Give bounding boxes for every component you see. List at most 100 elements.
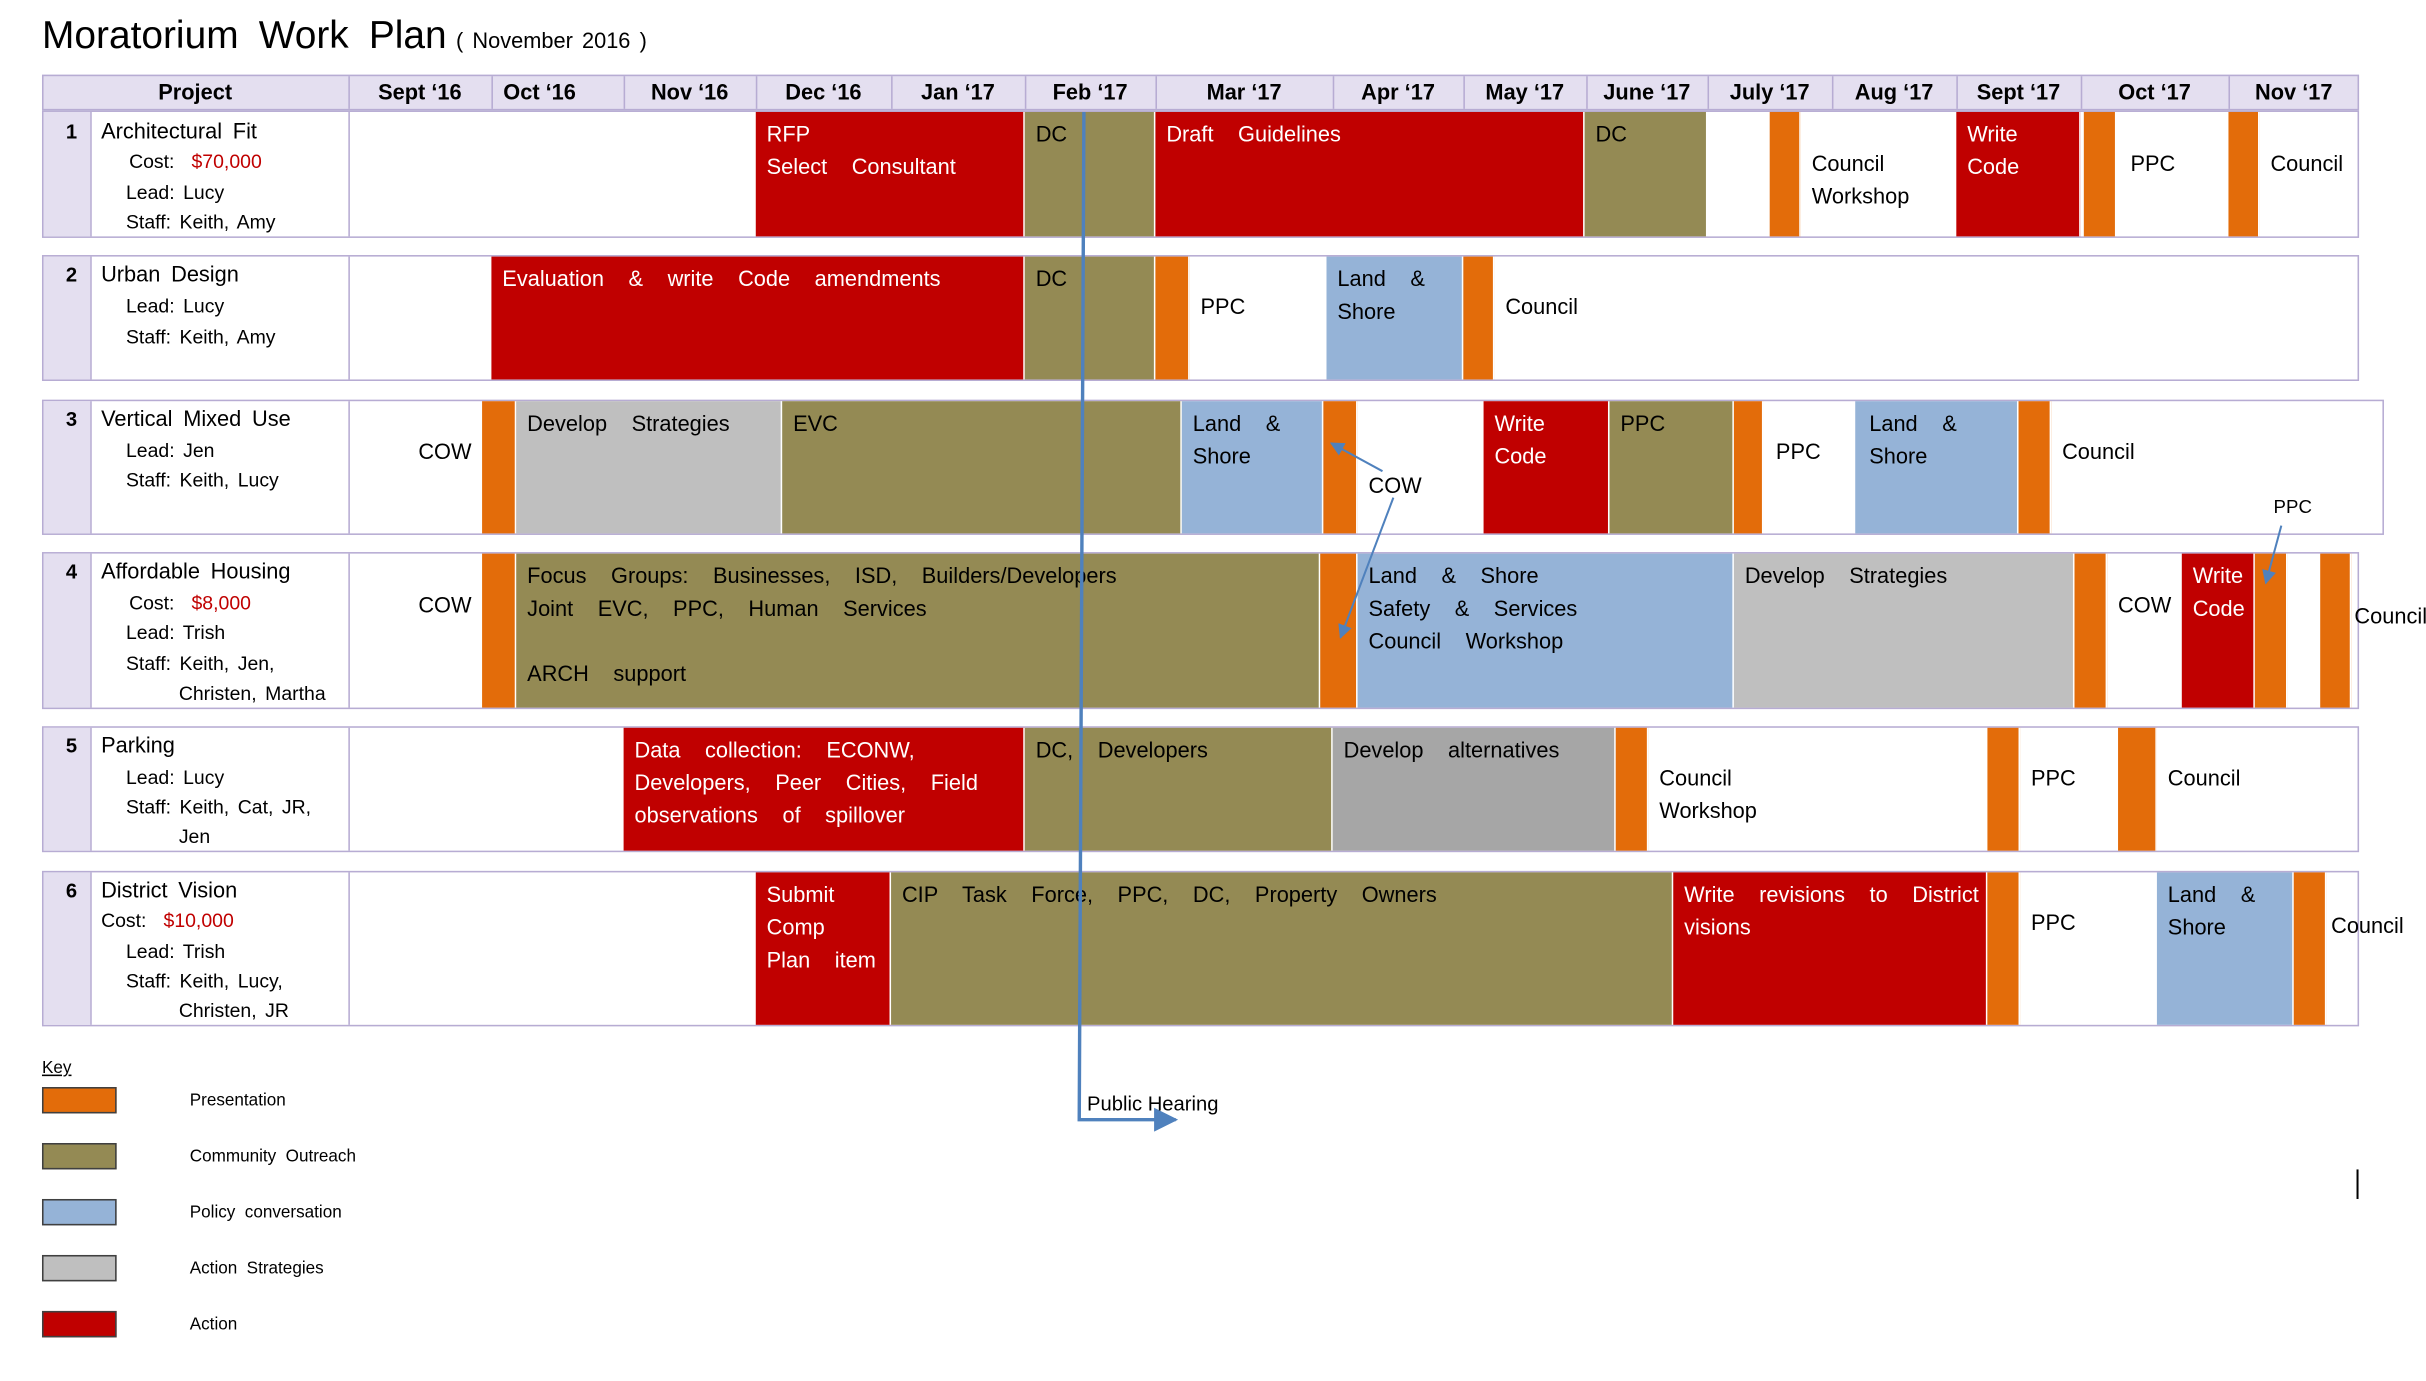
outreach-bar: DC: [1024, 111, 1156, 237]
policy-bar: Land & Shore: [2156, 872, 2294, 1025]
header-divider: [755, 76, 758, 109]
row-divider: [90, 553, 92, 708]
presentation-marker: [2083, 111, 2117, 237]
header-month: Oct ‘16: [503, 79, 576, 105]
project-cost: Cost: $70,000: [129, 151, 262, 173]
header-divider: [1024, 76, 1027, 109]
project-staff: Staff: Keith, Cat, JR,: [125, 796, 312, 818]
project-staff: Staff: Keith, Lucy: [125, 469, 279, 492]
project-lead: Lead: Trish: [125, 622, 226, 644]
project-staff: Staff: Keith, Amy: [125, 326, 276, 349]
header-divider: [2080, 76, 2083, 109]
key-label-strategies: Action Strategies: [189, 1259, 324, 1279]
cost-value: $8,000: [191, 592, 251, 615]
row-number: 5: [65, 734, 78, 758]
row-number-cell: [43, 256, 91, 380]
task-label: Write Code: [1967, 121, 2020, 179]
row-number-cell: [43, 401, 91, 534]
row-divider: [348, 401, 350, 534]
key-swatch-policy: [41, 1198, 117, 1226]
presentation-marker: [2320, 553, 2352, 708]
task-label: Council: [2270, 150, 2344, 176]
header-month: Nov ‘17: [2255, 79, 2333, 105]
header-divider: [1586, 76, 1588, 109]
project-lead: Lead: Lucy: [125, 766, 225, 789]
task-label: Council Workshop: [1811, 150, 1910, 209]
project-cost: Cost: $10,000: [101, 910, 234, 932]
project-name: Parking: [101, 732, 175, 758]
header-month: Feb ‘17: [1052, 79, 1128, 105]
policy-bar: Land & Shore: [1181, 401, 1324, 534]
outreach-bar: DC: [1584, 111, 1708, 237]
task-label: Council: [2062, 438, 2135, 464]
key-swatch-action: [41, 1310, 117, 1338]
row-divider: [348, 256, 350, 380]
project-staff: Staff: Keith, Jen,: [125, 653, 275, 675]
header-month: Dec ‘16: [785, 79, 862, 105]
presentation-marker: [2228, 111, 2260, 237]
cost-value: $70,000: [191, 150, 262, 173]
project-name: Vertical Mixed Use: [101, 405, 291, 431]
task-label: COW: [2118, 592, 2172, 618]
header-divider: [891, 76, 893, 109]
header-divider: [1707, 76, 1710, 109]
task-label: Land & Shore: [2167, 881, 2256, 940]
task-label: Develop Strategies: [527, 410, 730, 436]
presentation-marker: [1323, 401, 1358, 534]
task-label: COW: [418, 438, 472, 464]
presentation-marker: [1615, 727, 1649, 851]
public-hearing-label: Public Hearing: [1087, 1091, 1219, 1116]
action-bar: Write Code: [1956, 111, 2081, 237]
page-title: Moratorium Work Plan ( November 2016 ): [42, 14, 647, 59]
presentation-marker: [2074, 553, 2108, 708]
key-label-outreach: Community Outreach: [189, 1147, 357, 1167]
key-label: Key: [41, 1059, 72, 1078]
task-label: Land & Shore: [1192, 410, 1281, 469]
header-month: Aug ‘17: [1854, 79, 1934, 105]
outreach-bar: CIP Task Force, PPC, DC, Property Owners: [891, 872, 1674, 1025]
task-label: Data collection: ECONW, Developers, Peer…: [634, 737, 978, 828]
row-number: 4: [65, 559, 78, 584]
project-staff-cont: Christen, JR: [178, 999, 289, 1022]
task-label: PPC: [2030, 765, 2076, 790]
row-number-cell: [43, 727, 91, 851]
presentation-marker: [482, 401, 517, 534]
task-label: EVC: [793, 410, 838, 436]
header-project: Project: [158, 79, 233, 105]
strategies-bar: Develop Strategies: [1733, 553, 2075, 708]
task-label: PPC: [1200, 293, 1246, 319]
row-number: 3: [65, 407, 78, 431]
presentation-marker: [1733, 401, 1764, 534]
task-label: Council: [2331, 912, 2404, 938]
header-month: Apr ‘17: [1361, 79, 1435, 105]
project-staff: Staff: Keith, Lucy,: [125, 970, 283, 993]
ppc-arrow: [2262, 525, 2283, 585]
project-name: Affordable Housing: [101, 558, 291, 584]
outreach-bar: Focus Groups: Businesses, ISD, Builders/…: [516, 553, 1321, 708]
outreach-bar: EVC: [782, 401, 1182, 534]
task-label: COW: [418, 592, 472, 618]
task-label: PPC: [1620, 410, 1666, 436]
header-month: May ‘17: [1485, 79, 1565, 105]
project-row-2: [41, 255, 2360, 381]
task-label: DC: [1035, 265, 1068, 291]
task-label: DC: [1035, 121, 1068, 147]
action-bar: Write Code: [1483, 401, 1610, 534]
key-swatch-outreach: [41, 1142, 117, 1170]
row-divider: [348, 553, 350, 708]
task-label: Develop Strategies: [1744, 562, 1948, 588]
strategies-bar: Develop alternatives: [1332, 727, 1616, 851]
project-staff-cont: Jen: [178, 825, 211, 848]
cost-label: Cost:: [129, 592, 175, 615]
header-divider: [1155, 76, 1157, 109]
row-divider: [90, 727, 92, 851]
header-month: Sept ‘16: [378, 79, 462, 105]
task-label: CIP Task Force, PPC, DC, Property Owners: [901, 881, 1437, 907]
presentation-marker: [2118, 727, 2157, 851]
presentation-marker: [1987, 727, 2021, 851]
key-label-presentation: Presentation: [189, 1091, 286, 1111]
row-number-cell: [43, 111, 91, 237]
cow-arrow: [1329, 442, 1383, 473]
